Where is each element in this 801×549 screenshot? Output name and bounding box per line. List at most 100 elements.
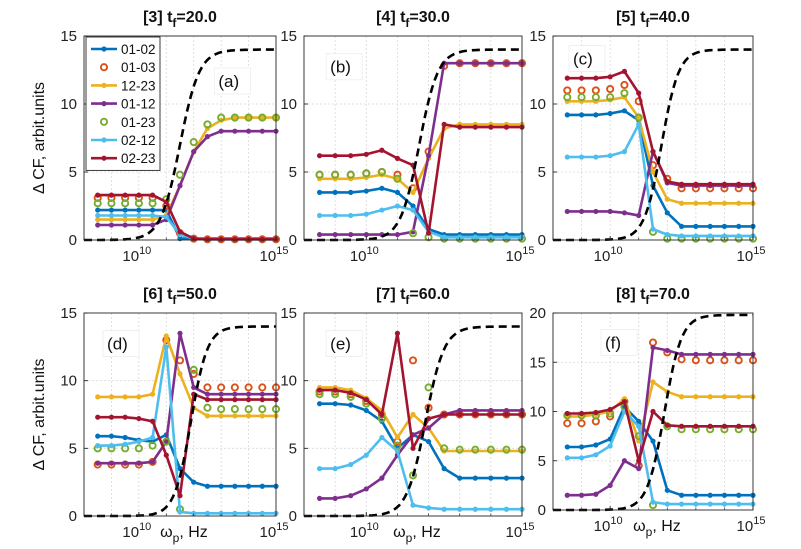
x-tick-label: 1010 [594, 515, 623, 535]
dashed-step-curve [304, 48, 522, 242]
legend-entry: 01-12 [91, 97, 156, 112]
data-point [707, 423, 713, 429]
data-point [177, 183, 183, 189]
data-point [258, 383, 267, 392]
data-point [148, 441, 157, 450]
y-tick-label: 0 [69, 232, 77, 249]
data-point [678, 394, 685, 400]
data-point [95, 212, 101, 219]
data-point [621, 149, 628, 155]
data-point [593, 452, 599, 458]
y-tick-label: 15 [60, 305, 77, 322]
series-02-12 [564, 408, 756, 507]
data-point [440, 444, 449, 453]
panel-label-box [325, 53, 363, 81]
data-point [348, 493, 354, 499]
data-point [363, 407, 369, 414]
data-point [721, 423, 728, 429]
data-point [134, 199, 143, 208]
data-point [457, 124, 463, 130]
legend-label: 02-23 [121, 151, 156, 166]
data-point [191, 479, 197, 485]
data-point [93, 199, 102, 208]
data-point [721, 181, 728, 187]
series-02-23 [564, 68, 756, 187]
axes-box [83, 35, 277, 241]
data-point [721, 501, 728, 507]
panel-title: [5] tf=40.0 [616, 9, 690, 30]
data-point [163, 333, 169, 339]
data-point [472, 411, 478, 418]
data-point [425, 415, 432, 422]
y-tick-label: 5 [538, 164, 546, 181]
x-tick-label: 1010 [350, 521, 379, 541]
data-point [578, 410, 585, 417]
data-point [488, 475, 494, 481]
data-point [245, 413, 252, 419]
data-point [363, 397, 369, 403]
data-point [503, 506, 510, 512]
data-point [189, 138, 198, 147]
data-point [736, 223, 742, 229]
data-point [95, 217, 101, 223]
data-point [736, 351, 742, 357]
data-point [363, 151, 369, 157]
y-tick-label: 5 [289, 440, 297, 457]
y-tick-label: 10 [60, 96, 77, 113]
data-point [177, 330, 183, 336]
data-point [707, 233, 713, 239]
data-point [149, 418, 156, 424]
data-point [163, 344, 169, 350]
y-tick-label: 0 [538, 502, 546, 519]
y-tick-label: 10 [529, 96, 546, 113]
data-point [232, 391, 238, 397]
data-point [204, 397, 211, 403]
data-point [736, 501, 742, 507]
data-point [488, 407, 494, 414]
data-point [693, 200, 699, 206]
data-point [245, 115, 252, 121]
data-point [621, 458, 628, 464]
data-point [720, 356, 729, 365]
data-point [95, 414, 101, 420]
data-point [503, 407, 510, 414]
data-point [348, 461, 354, 468]
panel-label: (c) [573, 50, 593, 69]
data-point [244, 405, 253, 414]
data-point [122, 192, 128, 198]
data-point [650, 408, 656, 415]
data-point [149, 212, 156, 219]
data-point [564, 208, 570, 215]
data-point [363, 211, 369, 217]
panel-title: [7] tf=60.0 [376, 286, 450, 307]
data-point [348, 153, 354, 159]
data-point [664, 501, 670, 507]
legend-entry: 12-23 [91, 78, 156, 93]
data-point [650, 169, 656, 175]
data-point [316, 387, 323, 393]
panel-label: (a) [218, 72, 239, 91]
data-point [177, 509, 183, 515]
data-point [578, 75, 585, 81]
data-point [122, 394, 128, 400]
data-point [636, 121, 642, 127]
data-point [471, 445, 480, 454]
data-point [424, 383, 433, 392]
panel-title: [8] tf=70.0 [616, 286, 690, 307]
data-point [259, 236, 265, 242]
data-point [607, 208, 613, 215]
data-point [394, 434, 401, 441]
x-tick-label: 1015 [260, 245, 289, 265]
data-point [707, 200, 713, 206]
y-tick-label: 20 [529, 305, 546, 322]
data-point [578, 455, 585, 461]
data-point [122, 441, 128, 447]
data-point [122, 207, 128, 213]
data-point [232, 236, 238, 242]
data-point [621, 108, 628, 114]
data-point [678, 351, 685, 357]
data-point [379, 434, 385, 441]
data-point [218, 510, 224, 516]
data-point [108, 207, 115, 213]
